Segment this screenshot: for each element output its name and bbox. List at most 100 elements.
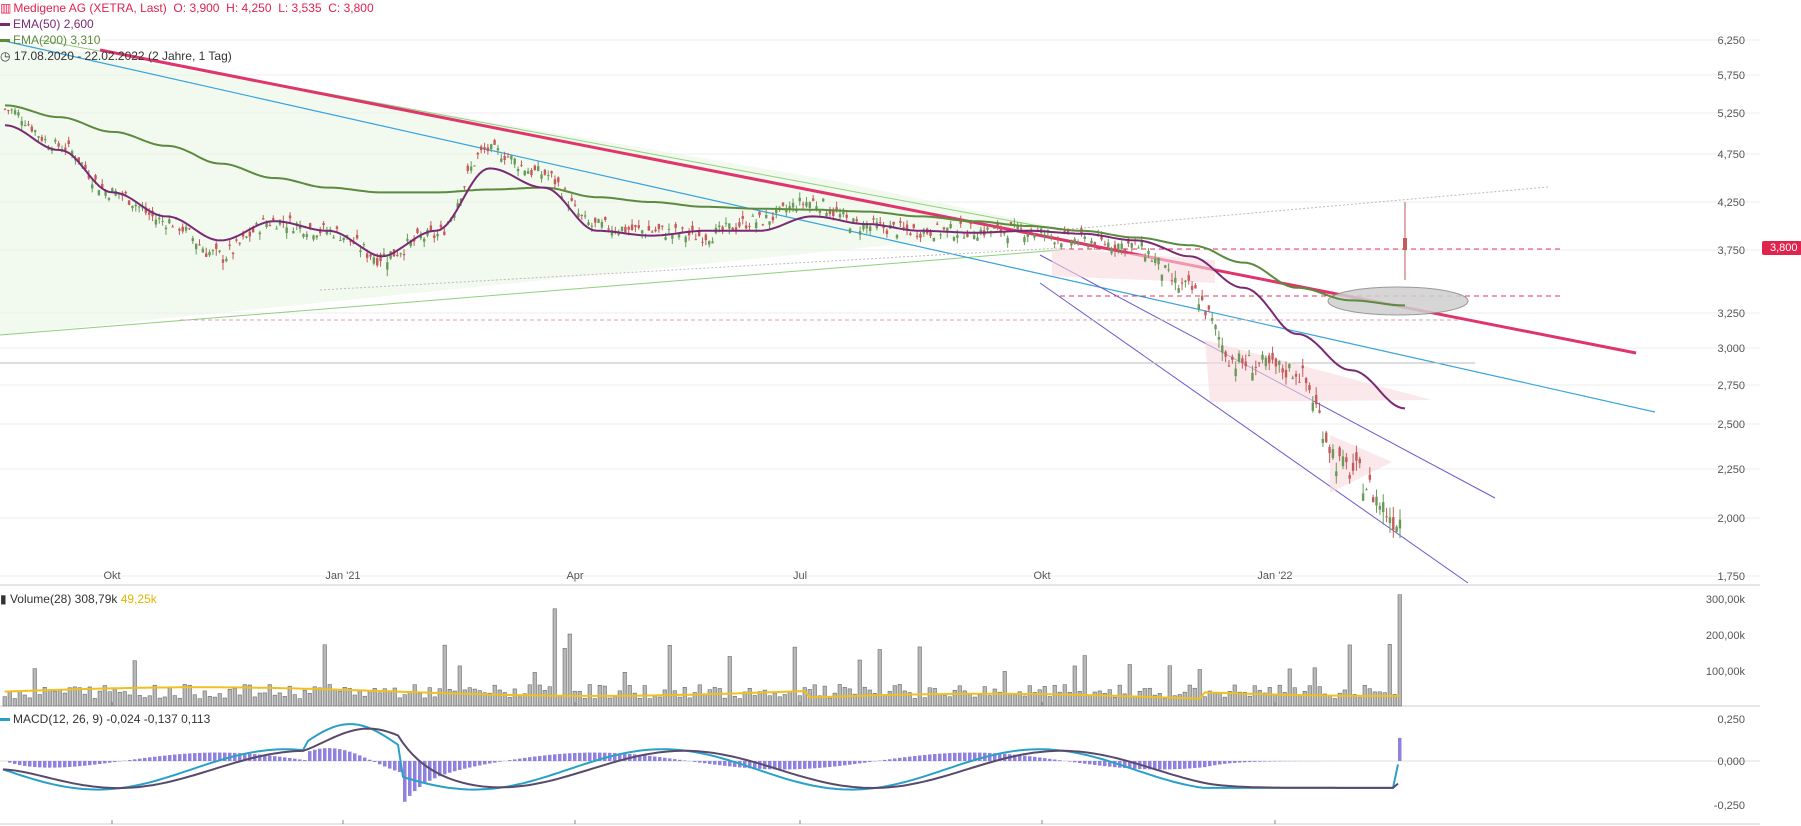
candle-body bbox=[1227, 365, 1231, 367]
candle-body bbox=[1060, 243, 1063, 248]
macd-histogram-bar bbox=[488, 761, 492, 764]
candle-body bbox=[708, 241, 711, 245]
candle-body bbox=[577, 213, 580, 217]
macd-histogram-bar bbox=[418, 761, 422, 788]
macd-histogram-bar bbox=[788, 761, 792, 770]
macd-histogram-bar bbox=[543, 755, 547, 761]
volume-bar bbox=[377, 692, 382, 707]
candle-body bbox=[359, 250, 362, 253]
candle-body bbox=[107, 198, 111, 200]
candle-body bbox=[781, 202, 785, 206]
macd-histogram-bar bbox=[1123, 761, 1127, 769]
candle-body bbox=[469, 166, 473, 171]
macd-histogram-bar bbox=[573, 753, 577, 761]
price-tick-label: 2,750 bbox=[1717, 380, 1745, 392]
macd-histogram-bar bbox=[213, 752, 217, 761]
candle-body bbox=[1043, 234, 1046, 236]
volume-bar bbox=[992, 688, 997, 707]
candle-body bbox=[731, 227, 734, 231]
candle-body bbox=[999, 227, 1003, 233]
candle-body bbox=[573, 204, 577, 206]
macd-histogram-bar bbox=[853, 761, 857, 765]
volume-bar bbox=[387, 691, 392, 707]
macd-histogram-bar bbox=[1103, 761, 1107, 767]
macd-histogram-bar bbox=[423, 761, 427, 784]
macd-histogram-bar bbox=[698, 761, 702, 763]
macd-histogram-bar bbox=[198, 752, 202, 761]
macd-histogram-bar bbox=[1018, 755, 1022, 761]
candle-body bbox=[1335, 471, 1338, 477]
candle-body bbox=[362, 244, 366, 246]
candle-body bbox=[124, 191, 127, 194]
volume-bar bbox=[417, 693, 422, 707]
macd-histogram-bar bbox=[513, 759, 517, 761]
macd-histogram-bar bbox=[1038, 757, 1042, 761]
candle-body bbox=[1331, 449, 1335, 459]
volume-bar bbox=[1102, 692, 1107, 707]
macd-histogram-bar bbox=[728, 761, 732, 767]
candle-body bbox=[1301, 365, 1304, 369]
volume-bar bbox=[237, 694, 242, 707]
candle-body bbox=[523, 170, 526, 176]
candle-body bbox=[1154, 258, 1157, 263]
macd-histogram-bar bbox=[843, 761, 847, 766]
candle-body bbox=[640, 230, 644, 234]
macd-histogram-bar bbox=[1053, 759, 1057, 761]
candle-body bbox=[228, 244, 231, 246]
candle-body bbox=[885, 230, 889, 234]
candle-body bbox=[1395, 526, 1398, 532]
candle-body bbox=[349, 240, 352, 242]
macd-histogram-bar bbox=[1183, 761, 1187, 769]
candle-body bbox=[1278, 361, 1281, 365]
macd-histogram-bar bbox=[1208, 761, 1212, 767]
volume-bar bbox=[937, 694, 942, 707]
candle-body bbox=[1026, 234, 1029, 237]
volume-bar bbox=[1397, 594, 1402, 707]
volume-bar bbox=[557, 696, 562, 707]
macd-histogram-bar bbox=[758, 761, 762, 769]
candle-body bbox=[650, 231, 654, 233]
candle-body bbox=[681, 227, 684, 229]
candle-body bbox=[1321, 439, 1325, 444]
candle-body bbox=[1130, 243, 1133, 248]
candle-body bbox=[842, 212, 845, 215]
candle-body bbox=[1194, 285, 1197, 289]
macd-histogram-bar bbox=[288, 758, 292, 761]
volume-bar bbox=[517, 696, 522, 707]
time-tick-label: Apr bbox=[566, 570, 583, 582]
volume-bar bbox=[1342, 689, 1347, 707]
macd-histogram-bar bbox=[193, 753, 197, 761]
candle-body bbox=[956, 235, 959, 238]
candle-body bbox=[312, 235, 315, 240]
macd-histogram-bar bbox=[1023, 755, 1027, 761]
candle-body bbox=[1268, 355, 1271, 364]
volume-bar bbox=[707, 689, 712, 707]
macd-histogram-bar bbox=[1108, 761, 1112, 767]
macd-histogram-bar bbox=[373, 761, 377, 763]
candle-body bbox=[493, 140, 496, 145]
dotted-resistance bbox=[1059, 186, 1549, 231]
candle-body bbox=[134, 204, 137, 207]
volume-bar bbox=[147, 695, 152, 707]
macd-histogram-bar bbox=[268, 755, 272, 761]
volume-bar bbox=[812, 684, 817, 707]
ema200-swatch bbox=[0, 39, 10, 43]
macd-histogram-bar bbox=[333, 748, 337, 761]
candle-body bbox=[137, 206, 141, 208]
volume-bar bbox=[42, 686, 47, 707]
volume-bar bbox=[337, 690, 342, 707]
candle-body bbox=[748, 225, 751, 227]
volume-bar bbox=[702, 693, 707, 707]
candle-body bbox=[1217, 337, 1221, 340]
candle-body bbox=[704, 234, 708, 240]
candle-body bbox=[1378, 506, 1382, 510]
candle-body bbox=[664, 237, 667, 240]
candle-body bbox=[335, 226, 339, 229]
candle-body bbox=[667, 228, 671, 230]
candle-body bbox=[443, 231, 446, 235]
volume-bar bbox=[742, 691, 747, 707]
candle-body bbox=[533, 165, 537, 171]
candle-body bbox=[530, 169, 533, 176]
chart-title: Medigene AG (XETRA, Last) bbox=[13, 1, 167, 15]
